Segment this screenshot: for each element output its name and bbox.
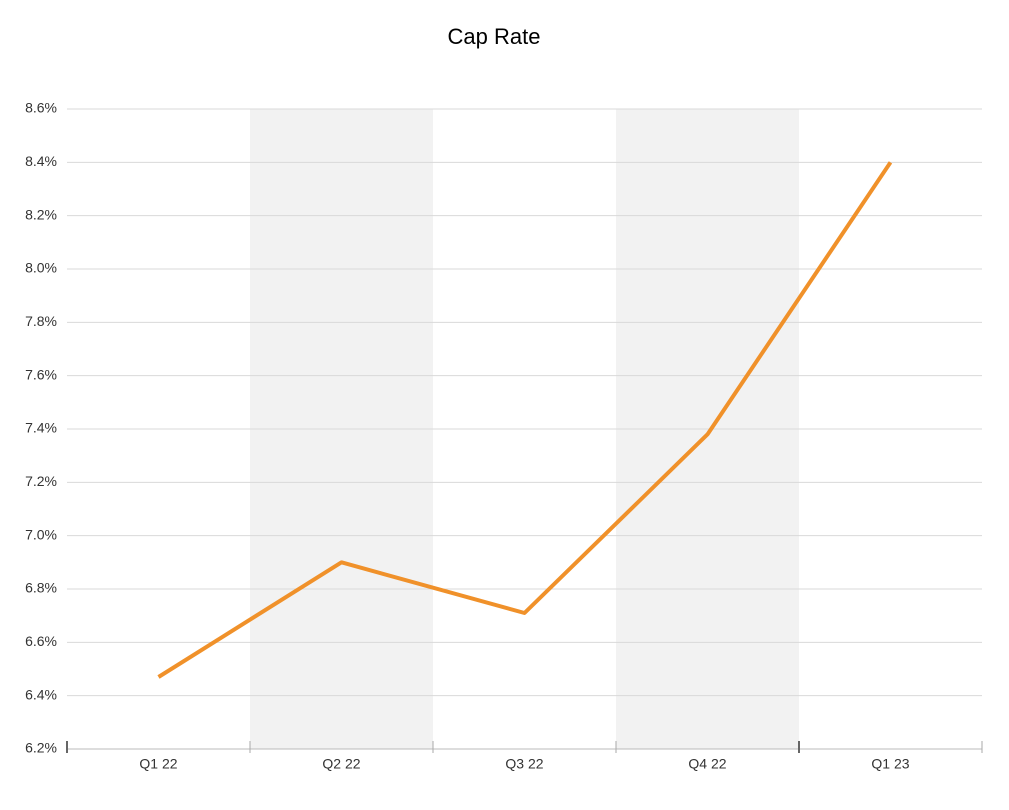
line bbox=[157, 161, 893, 679]
y-tick-label: 7.6% bbox=[25, 366, 57, 382]
x-tick-label: Q3 22 bbox=[505, 756, 543, 772]
y-tick-label: 6.6% bbox=[25, 633, 57, 649]
y-tick-label: 6.8% bbox=[25, 580, 57, 596]
x-tick-label: Q2 22 bbox=[322, 756, 360, 772]
y-tick-label: 6.2% bbox=[25, 740, 57, 756]
x-tick-label: Q4 22 bbox=[688, 756, 726, 772]
y-tick-label: 7.0% bbox=[25, 526, 57, 542]
y-tick-label: 8.2% bbox=[25, 206, 57, 222]
y-tick-label: 8.0% bbox=[25, 260, 57, 276]
y-tick-label: 6.4% bbox=[25, 686, 57, 702]
x-tick-label: Q1 22 bbox=[139, 756, 177, 772]
y-tick-label: 7.4% bbox=[25, 420, 57, 436]
y-tick-label: 7.8% bbox=[25, 313, 57, 329]
x-tick-label: Q1 23 bbox=[871, 756, 909, 772]
y-tick-label: 8.6% bbox=[25, 100, 57, 116]
y-tick-label: 7.2% bbox=[25, 473, 57, 489]
chart-title: Cap Rate bbox=[448, 24, 541, 49]
y-tick-label: 8.4% bbox=[25, 153, 57, 169]
